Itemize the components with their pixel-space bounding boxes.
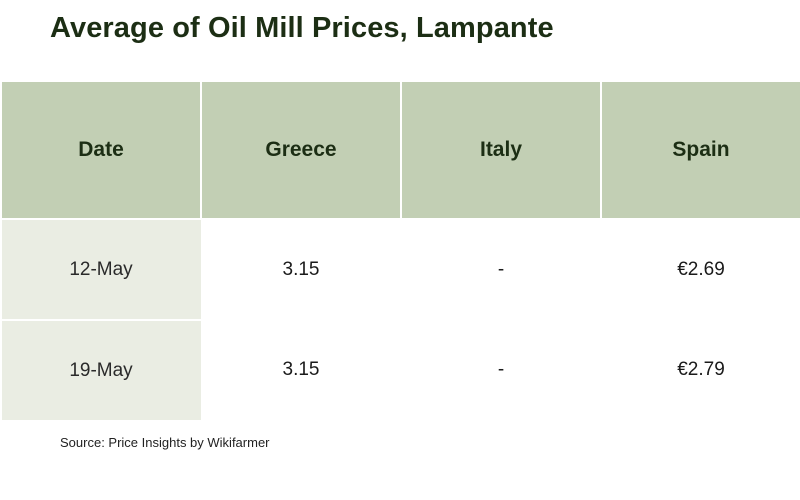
header-row: Date Greece Italy Spain [0, 80, 800, 220]
chart-title: Average of Oil Mill Prices, Lampante [50, 12, 554, 44]
spain-price-cell: €2.79 [600, 319, 800, 421]
italy-price-cell: - [400, 218, 602, 321]
header-cell-italy: Italy [400, 80, 602, 220]
source-note: Source: Price Insights by Wikifarmer [60, 435, 270, 450]
header-cell-greece: Greece [200, 80, 402, 220]
date-cell: 12-May [0, 218, 201, 321]
prices-table: Date Greece Italy Spain 12-May 3.15 - €2… [0, 80, 800, 421]
greece-price-cell: 3.15 [200, 218, 402, 321]
spain-price-cell: €2.69 [600, 218, 800, 321]
date-cell: 19-May [0, 319, 201, 421]
table-row: 19-May 3.15 - €2.79 [0, 319, 800, 421]
table-row: 12-May 3.15 - €2.69 [0, 218, 800, 321]
italy-price-cell: - [400, 319, 602, 421]
header-cell-spain: Spain [600, 80, 800, 220]
greece-price-cell: 3.15 [200, 319, 402, 421]
header-cell-date: Date [0, 80, 202, 220]
